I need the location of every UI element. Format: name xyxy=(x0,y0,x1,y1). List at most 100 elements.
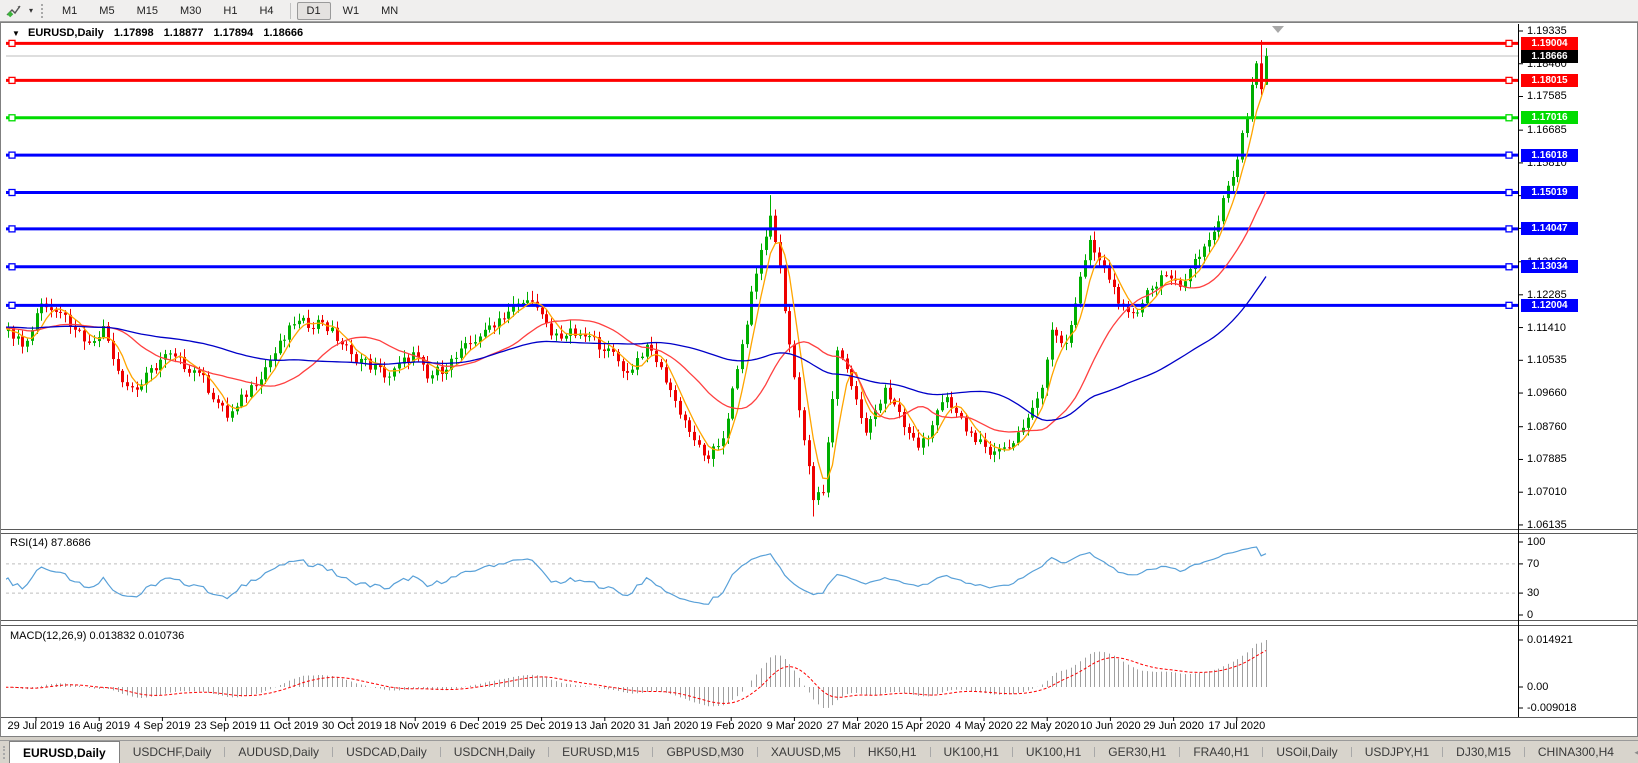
date-axis-label: 6 Dec 2019 xyxy=(450,720,507,732)
tab-divider xyxy=(1094,747,1096,757)
chart-tab-usdcad-daily[interactable]: USDCAD,Daily xyxy=(346,745,427,759)
timeframe-button-m15[interactable]: M15 xyxy=(136,4,158,17)
chart-tab-dj30-m15[interactable]: DJ30,M15 xyxy=(1456,745,1511,759)
level-price-tag: 1.14047 xyxy=(1521,222,1578,236)
date-axis-label: 11 Oct 2019 xyxy=(259,720,319,732)
chart-tab-usoil-daily[interactable]: USOil,Daily xyxy=(1276,745,1338,759)
chart-tab-eurusd-m15[interactable]: EURUSD,M15 xyxy=(562,745,640,759)
tab-divider xyxy=(1523,747,1525,757)
date-axis-label: 15 Apr 2020 xyxy=(891,720,951,732)
timeframe-button-m1[interactable]: M1 xyxy=(62,4,78,17)
date-axis-label: 27 Mar 2020 xyxy=(826,720,889,732)
price-tick-label: 1.06135 xyxy=(1527,518,1567,531)
date-axis-label: 4 Sep 2019 xyxy=(134,720,191,732)
date-axis-label: 10 Jun 2020 xyxy=(1080,720,1141,732)
chart-tab-china300-h4[interactable]: CHINA300,H4 xyxy=(1537,745,1614,759)
chart-tab-gbpusd-m30[interactable]: GBPUSD,M30 xyxy=(666,745,744,759)
rsi-tick-label: 70 xyxy=(1527,557,1540,570)
level-price-tag: 1.17016 xyxy=(1521,111,1578,125)
chart-collapse-icon[interactable]: ▼ xyxy=(12,29,20,38)
price-tick-label: 1.09660 xyxy=(1527,387,1567,400)
date-axis-label: 29 Jul 2019 xyxy=(7,720,65,732)
timeframe-button-h1[interactable]: H1 xyxy=(223,4,238,17)
date-axis-label: 16 Aug 2019 xyxy=(68,720,131,732)
date-axis-label: 13 Jan 2020 xyxy=(574,720,636,732)
level-price-tag: 1.13034 xyxy=(1521,260,1578,274)
level-price-tag: 1.12004 xyxy=(1521,298,1578,312)
chart-tab-fra40-h1[interactable]: FRA40,H1 xyxy=(1193,745,1250,759)
tab-divider xyxy=(1442,747,1444,757)
level-price-tag: 1.19004 xyxy=(1521,36,1578,50)
toolbar: ▾ M1 M5 M15 M30 H1 H4 D1 W1 MN xyxy=(0,0,1638,22)
tab-divider xyxy=(224,747,226,757)
timeframe-button-mn[interactable]: MN xyxy=(381,4,399,17)
draw-cursor-icon[interactable] xyxy=(5,3,23,19)
tab-divider xyxy=(1350,747,1352,757)
tab-divider xyxy=(652,747,654,757)
date-axis-label: 18 Nov 2019 xyxy=(383,720,447,732)
macd-tick-label: 0.014921 xyxy=(1527,634,1573,646)
ohlc-low: 1.17894 xyxy=(213,27,254,39)
price-tick-label: 1.07010 xyxy=(1527,486,1567,499)
timeframe-button-m30[interactable]: M30 xyxy=(179,4,202,17)
price-tick-label: 1.19335 xyxy=(1527,25,1567,37)
tab-divider xyxy=(548,747,550,757)
chart-tab-ger30-h1[interactable]: GER30,H1 xyxy=(1108,745,1167,759)
level-price-tag: 1.16018 xyxy=(1521,148,1578,162)
chart-tab-audusd-daily[interactable]: AUDUSD,Daily xyxy=(238,745,320,759)
draw-tool-caret-icon[interactable]: ▾ xyxy=(29,6,34,15)
chart-tab-usdjpy-h1[interactable]: USDJPY,H1 xyxy=(1364,745,1430,759)
tab-divider xyxy=(929,747,931,757)
date-axis-label: 31 Jan 2020 xyxy=(637,720,699,732)
chart-tab-usdcnh-daily[interactable]: USDCNH,Daily xyxy=(453,745,536,759)
timeframe-button-w1[interactable]: W1 xyxy=(342,4,360,17)
rsi-label: RSI(14) 87.8686 xyxy=(10,537,91,549)
date-axis-label: 9 Mar 2020 xyxy=(766,720,823,732)
timeframe-button-m5[interactable]: M5 xyxy=(99,4,115,17)
date-axis-label: 22 May 2020 xyxy=(1015,720,1079,732)
price-tick-label: 1.17585 xyxy=(1527,90,1567,103)
rsi-tick-label: 30 xyxy=(1527,587,1540,600)
tab-divider xyxy=(332,747,334,757)
date-axis-label: 25 Dec 2019 xyxy=(510,720,573,732)
chart-tab-usdchf-daily[interactable]: USDCHF,Daily xyxy=(132,745,212,759)
price-tick-label: 1.16685 xyxy=(1527,124,1567,137)
date-axis-label: 19 Feb 2020 xyxy=(700,720,763,732)
tab-divider xyxy=(853,747,855,757)
toolbar-grip xyxy=(41,3,44,18)
tab-divider xyxy=(1179,747,1181,757)
chart-tab-xauusd-m5[interactable]: XAUUSD,M5 xyxy=(770,745,841,759)
macd-tick-label: -0.009018 xyxy=(1527,702,1577,714)
tabbar-grip xyxy=(3,746,5,759)
price-tick-label: 1.10535 xyxy=(1527,354,1567,367)
ohlc-open: 1.17898 xyxy=(113,27,154,39)
toolbar-separator xyxy=(289,2,291,19)
chart-tab-uk100-h1[interactable]: UK100,H1 xyxy=(1025,745,1082,759)
rsi-tick-label: 0 xyxy=(1527,609,1534,621)
chart-symbol: EURUSD,Daily xyxy=(27,27,104,39)
tab-divider xyxy=(439,747,441,757)
tab-divider xyxy=(756,747,758,757)
current-price-tag: 1.18666 xyxy=(1521,49,1578,63)
chart-tab-uk100-h1[interactable]: UK100,H1 xyxy=(943,745,999,759)
chart-tab-hk50-h1[interactable]: HK50,H1 xyxy=(867,745,917,759)
ohlc-close: 1.18666 xyxy=(263,27,304,39)
chart-tab-bar: EURUSD,Daily USDCHF,Daily AUDUSD,Daily USDC… xyxy=(0,740,1638,763)
tab-scroll-left-icon[interactable]: ◄ xyxy=(1632,747,1638,757)
timeframe-button-d1[interactable]: D1 xyxy=(296,1,331,20)
date-axis-label: 4 May 2020 xyxy=(955,720,1013,732)
timeframe-button-h4[interactable]: H4 xyxy=(259,4,274,17)
price-tick-label: 1.12285 xyxy=(1527,288,1567,301)
date-axis-label: 17 Jul 2020 xyxy=(1208,720,1266,732)
date-axis-label: 23 Sep 2019 xyxy=(194,720,257,732)
macd-tick-label: 0.00 xyxy=(1527,681,1549,693)
chart-tab-eurusd-daily[interactable]: EURUSD,Daily xyxy=(9,741,120,763)
rsi-tick-label: 100 xyxy=(1527,536,1546,548)
chart-title: ▼ EURUSD,Daily 1.17898 1.18877 1.17894 1… xyxy=(12,27,310,39)
tab-divider xyxy=(1262,747,1264,757)
price-tick-label: 1.07885 xyxy=(1527,453,1567,466)
level-price-tag: 1.18015 xyxy=(1521,73,1578,87)
date-axis-label: 30 Oct 2019 xyxy=(322,720,382,732)
